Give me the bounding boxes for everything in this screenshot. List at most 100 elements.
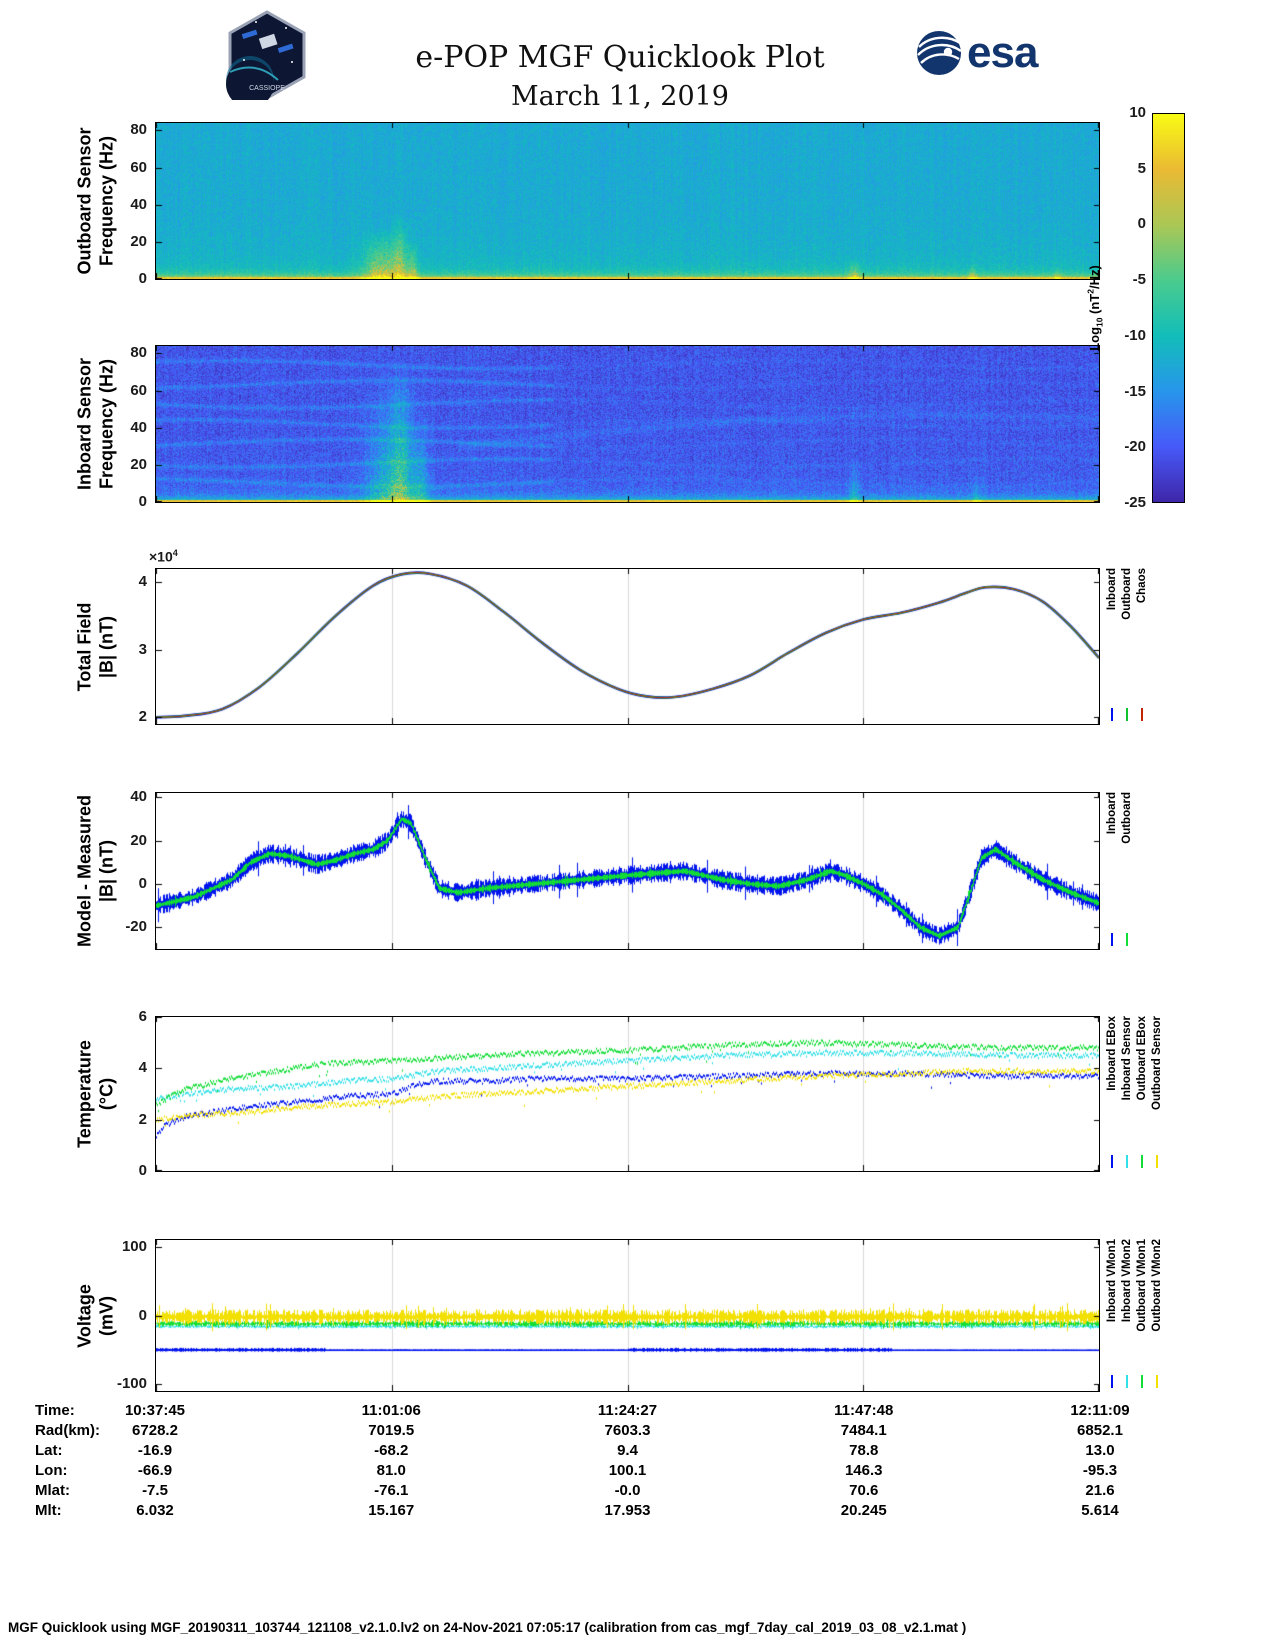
legend-item: Inboard — [1106, 568, 1118, 725]
voltage-ytick-label: -100 — [116, 1375, 147, 1393]
temperature-ytick-label: 4 — [138, 1059, 147, 1077]
total-field-ytick-label: 2 — [138, 708, 147, 726]
legend-item: Outboard VMon2 — [1151, 1239, 1163, 1392]
legend-color-dash — [1155, 1155, 1159, 1168]
inboard-spectrogram-ytick-label: 0 — [138, 493, 147, 510]
voltage-ytick-label: 100 — [121, 1237, 147, 1255]
total-field-ytick-label: 3 — [138, 640, 147, 658]
ephemeris-row-label: Time: — [35, 1402, 75, 1419]
ephemeris-value: -95.3 — [1082, 1462, 1118, 1479]
outboard-spectrogram-canvas — [156, 123, 1099, 279]
voltage-canvas — [156, 1240, 1099, 1391]
ephemeris-value: 6.032 — [136, 1502, 174, 1519]
ephemeris-value: -76.1 — [374, 1482, 409, 1499]
outboard-spectrogram-ytick-label: 40 — [130, 195, 147, 213]
colorbar-tick-label: -15 — [1124, 382, 1146, 400]
legend-item: Inboard — [1106, 792, 1118, 950]
legend-color-dash — [1110, 933, 1114, 946]
model-minus-measured-ytick-label: 40 — [130, 788, 147, 806]
ephemeris-value: 6728.2 — [132, 1422, 178, 1439]
ephemeris-value: 81.0 — [376, 1462, 406, 1479]
ephemeris-value: -66.9 — [137, 1462, 173, 1479]
legend-color-dash — [1110, 1375, 1114, 1388]
legend-color-dash — [1155, 1375, 1159, 1388]
ephemeris-value: 11:24:27 — [597, 1402, 658, 1419]
ephemeris-value: 17.953 — [604, 1502, 651, 1519]
temperature-ytick-label: 0 — [138, 1162, 147, 1179]
legend-color-dash — [1110, 1155, 1114, 1168]
model-minus-measured-ytick-label: 0 — [138, 875, 147, 892]
legend-label: Outboard Sensor — [1151, 1016, 1163, 1110]
legend-color-dash — [1125, 1155, 1129, 1168]
temperature-canvas — [156, 1017, 1099, 1171]
model-minus-measured-ytick-label: -20 — [125, 918, 147, 936]
legend-item: Inboard EBox — [1106, 1016, 1118, 1172]
ephemeris-row-label: Lat: — [35, 1442, 63, 1459]
ephemeris-value: 11:01:06 — [361, 1402, 421, 1419]
legend-color-dash — [1125, 708, 1129, 721]
footer-caption: MGF Quicklook using MGF_20190311_103744_… — [8, 1620, 967, 1635]
model-minus-measured-legend: Inboard Outboard — [1106, 792, 1133, 950]
legend-color-dash — [1110, 708, 1114, 721]
ephemeris-value: 20.245 — [840, 1502, 887, 1519]
ephemeris-row-label: Lon: — [35, 1462, 68, 1479]
inboard-spectrogram-ytick-label: 60 — [130, 381, 147, 399]
ephemeris-value: 70.6 — [849, 1482, 879, 1499]
ephemeris-value: 10:37:45 — [124, 1402, 186, 1419]
legend-label: Inboard EBox — [1106, 1016, 1118, 1091]
esa-globe-icon — [917, 31, 962, 75]
ephemeris-value: 6852.1 — [1077, 1422, 1123, 1439]
outboard-spectrogram-ytick-label: 60 — [130, 158, 147, 176]
legend-label: Outboard — [1121, 792, 1133, 844]
inboard-spectrogram-panel — [155, 345, 1100, 503]
legend-label: Inboard — [1106, 568, 1118, 611]
total-field-panel — [155, 568, 1100, 725]
legend-label: Inboard — [1106, 792, 1118, 835]
legend-item: Inboard VMon1 — [1106, 1239, 1118, 1392]
legend-item: Outboard — [1121, 792, 1133, 950]
legend-item: Outboard EBox — [1136, 1016, 1148, 1172]
ephemeris-value: -0.0 — [614, 1482, 641, 1499]
voltage-legend: Inboard VMon1 Inboard VMon2 Outboard VMon1… — [1106, 1239, 1163, 1392]
legend-color-dash — [1140, 708, 1144, 721]
legend-label: Inboard VMon2 — [1121, 1239, 1133, 1323]
esa-logo-text: esa — [967, 28, 1038, 77]
colorbar-tick-label: 5 — [1137, 159, 1146, 177]
outboard-spectrogram-ytick-label: 20 — [130, 232, 147, 250]
ephemeris-value: 100.1 — [608, 1462, 647, 1479]
ephemeris-value: 78.8 — [849, 1442, 879, 1459]
total-field-canvas — [156, 569, 1099, 724]
ephemeris-value: -68.2 — [374, 1442, 409, 1459]
legend-label: Outboard VMon1 — [1136, 1239, 1148, 1332]
legend-item: Inboard Sensor — [1121, 1016, 1133, 1172]
ephemeris-row-label: Rad(km): — [35, 1422, 101, 1439]
ephemeris-value: 11:47:48 — [834, 1402, 894, 1419]
ephemeris-value: 13.0 — [1085, 1442, 1115, 1459]
inboard-spectrogram-ytick-label: 40 — [130, 418, 147, 436]
ephemeris-value: -7.5 — [142, 1482, 168, 1499]
ephemeris-value: 7484.1 — [840, 1422, 887, 1439]
cassiope-mission-patch-icon: CASSIOPE — [226, 10, 306, 100]
voltage-ytick-label: 0 — [138, 1306, 147, 1324]
legend-item: Inboard VMon2 — [1121, 1239, 1133, 1392]
model-minus-measured-ytick-label: 20 — [130, 831, 147, 849]
ephemeris-value: 146.3 — [844, 1462, 883, 1479]
temperature-ytick-label: 2 — [138, 1110, 147, 1128]
colorbar-tick-label: -5 — [1132, 271, 1146, 289]
plot-date: March 11, 2019 — [511, 81, 729, 112]
inboard-spectrogram-ytick-label: 80 — [130, 344, 147, 362]
esa-logo: esa — [916, 28, 1038, 78]
model-minus-measured-panel — [155, 792, 1100, 950]
ephemeris-value: -16.9 — [137, 1442, 173, 1459]
legend-item: Chaos — [1136, 568, 1148, 725]
legend-item: Outboard VMon1 — [1136, 1239, 1148, 1392]
outboard-spectrogram-ytick-label: 80 — [130, 121, 147, 139]
legend-color-dash — [1140, 1375, 1144, 1388]
outboard-spectrogram-panel — [155, 122, 1100, 280]
temperature-ytick-label: 6 — [138, 1008, 147, 1025]
ephemeris-value: 7603.3 — [604, 1422, 651, 1439]
total-field-legend: Inboard Outboard Chaos — [1106, 568, 1148, 725]
temperature-panel — [155, 1016, 1100, 1172]
legend-item: Outboard Sensor — [1151, 1016, 1163, 1172]
